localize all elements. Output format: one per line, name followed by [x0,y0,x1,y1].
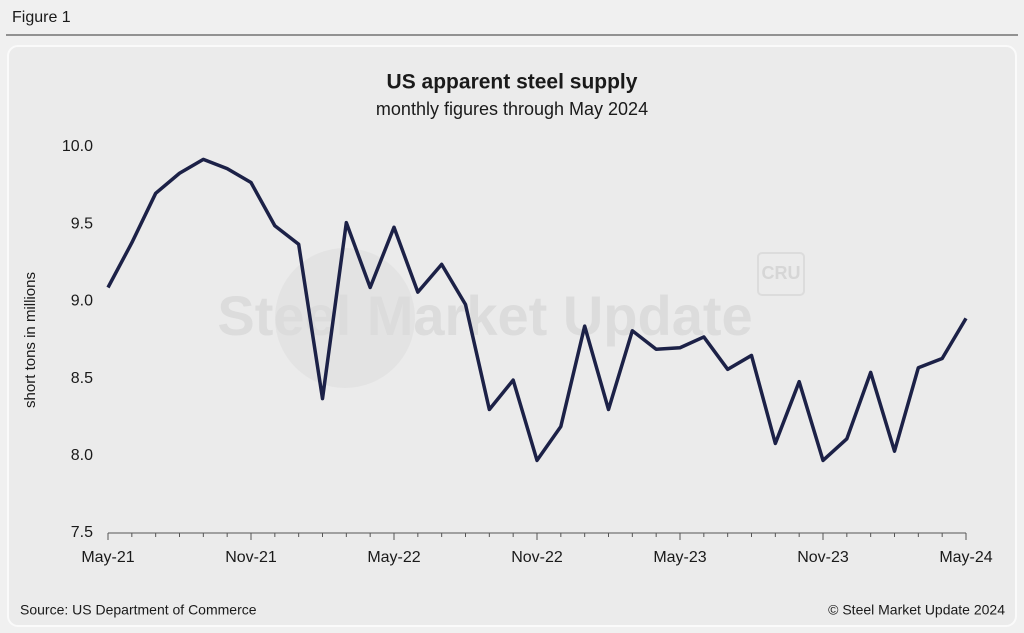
y-tick-label: 9.0 [71,293,93,310]
watermark: Steel Market Update [217,284,752,347]
x-tick-label: May-24 [939,549,992,566]
figure-label: Figure 1 [12,9,71,26]
watermark-circle [275,248,415,388]
x-tick-label: May-21 [81,549,134,566]
x-tick-label: May-22 [367,549,420,566]
y-axis-label: short tons in millions [22,272,39,408]
y-tick-label: 8.5 [71,370,93,387]
copyright: © Steel Market Update 2024 [828,602,1005,618]
chart-panel [7,45,1017,627]
chart-subtitle: monthly figures through May 2024 [376,99,648,119]
y-tick-label: 10.0 [62,138,93,155]
source: Source: US Department of Commerce [20,602,257,618]
x-tick-label: Nov-23 [797,549,849,566]
x-tick-label: May-23 [653,549,706,566]
watermark-logo: CRU [762,263,801,283]
watermark-logo-box [757,252,805,296]
data-line [106,157,968,463]
y-tick-label: 7.5 [71,524,93,541]
x-tick-label: Nov-21 [225,549,277,566]
x-tick-label: Nov-22 [511,549,563,566]
y-tick-label: 9.5 [71,215,93,232]
y-tick-label: 8.0 [71,447,93,464]
chart-title: US apparent steel supply [387,71,638,94]
